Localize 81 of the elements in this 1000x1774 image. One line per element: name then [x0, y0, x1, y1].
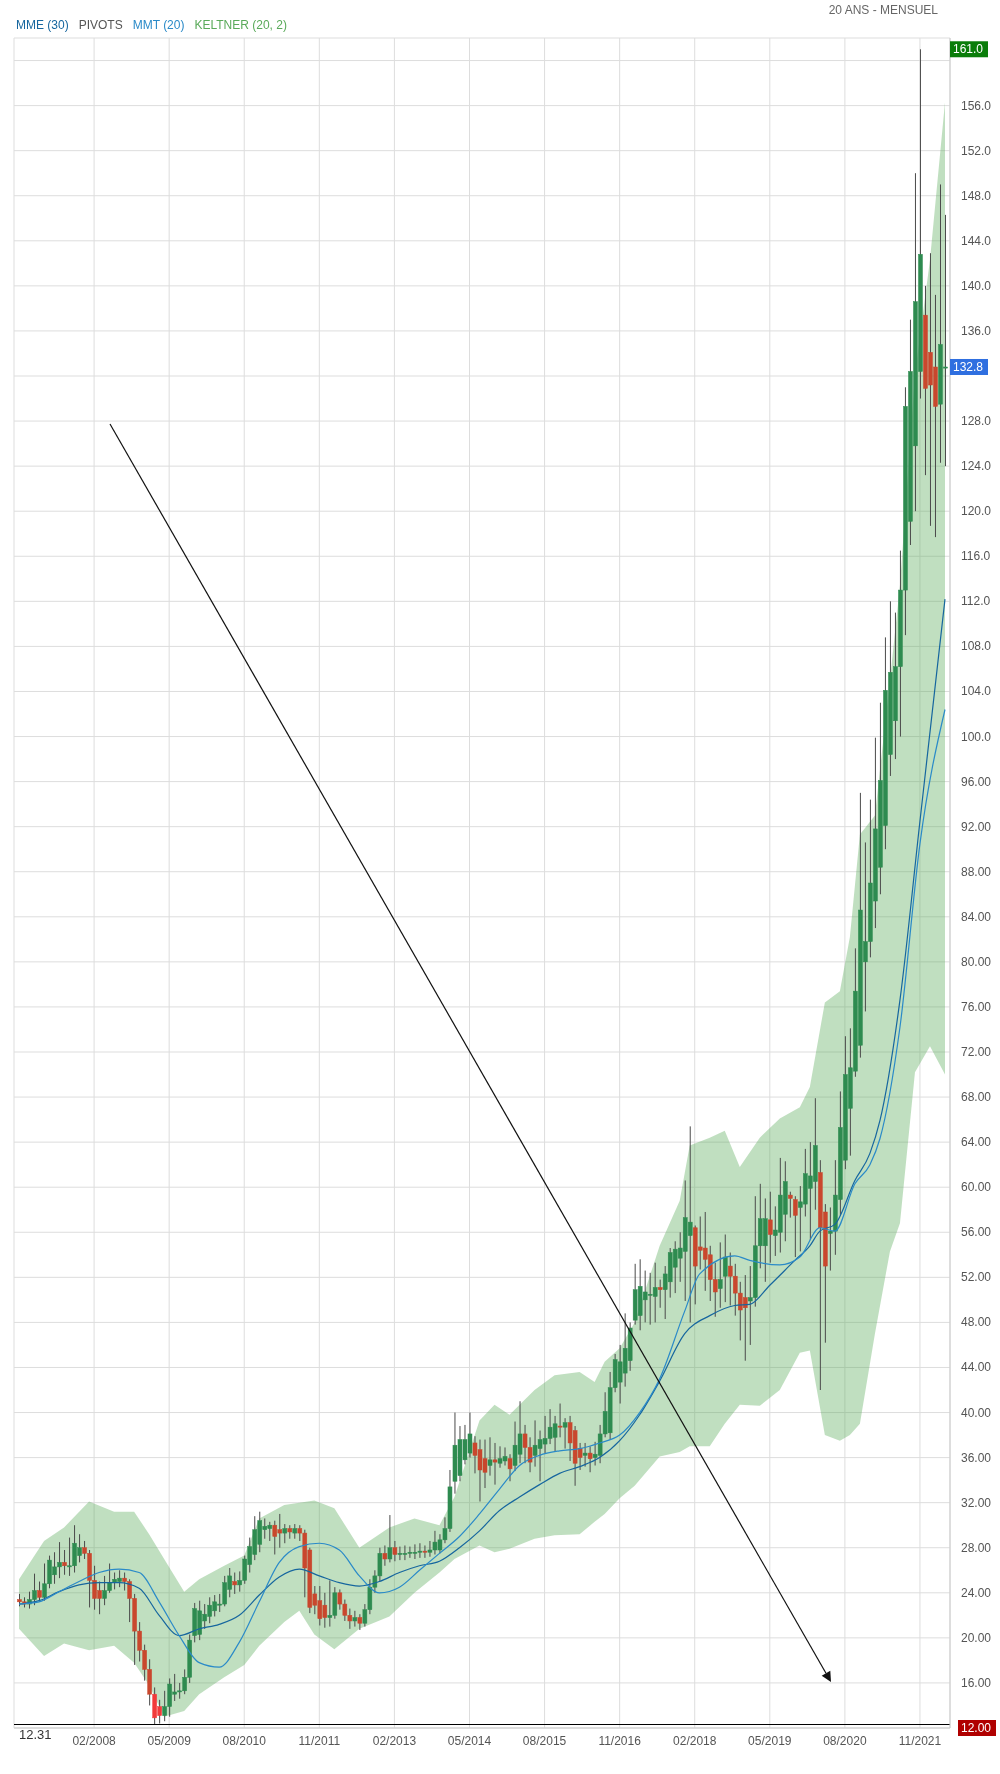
x-tick-label: 11/2016	[598, 1733, 642, 1748]
candlestick	[793, 1195, 798, 1258]
candlestick	[652, 1262, 658, 1323]
x-tick-label: 11/2021	[898, 1733, 942, 1748]
x-tick-label: 11/2011	[298, 1733, 341, 1748]
y-tick-label: 108.0	[961, 639, 992, 654]
y-tick-label: 120.0	[961, 504, 992, 519]
y-tick-label: 100.0	[961, 729, 992, 744]
y-tick-label: 104.0	[961, 684, 992, 699]
chart-subtitle: 20 ANS - MENSUEL	[828, 3, 938, 17]
candlestick	[352, 1610, 358, 1628]
text: MME (30)	[16, 18, 69, 32]
candlestick	[788, 1191, 793, 1219]
y-tick-label: 64.00	[961, 1135, 992, 1150]
y-tick-label: 140.0	[961, 278, 992, 293]
y-tick-label: 116.0	[961, 549, 991, 564]
y-tick-label: 96.00	[961, 774, 992, 789]
candlestick	[687, 1125, 693, 1323]
candlestick	[582, 1442, 588, 1468]
y-tick-label: 124.0	[961, 459, 992, 474]
y-tick-label: 84.00	[961, 909, 992, 924]
legend-label: KELTNER (20, 2)	[194, 18, 287, 32]
y-tick-label: 16.00	[961, 1675, 992, 1690]
y-tick-label: 36.00	[961, 1450, 992, 1465]
candlestick	[387, 1514, 393, 1563]
y-tick-label: 60.00	[961, 1180, 992, 1195]
y-tick-label: 136.0	[961, 323, 992, 338]
legend-label: PIVOTS	[78, 18, 123, 32]
y-tick-label: 32.00	[961, 1495, 992, 1510]
y-tick-label: 72.00	[961, 1045, 992, 1059]
candlestick	[587, 1445, 593, 1473]
candlestick	[422, 1544, 428, 1559]
y-tick-label: 88.00	[961, 864, 992, 879]
annotation: 132.8	[953, 359, 984, 374]
candlestick	[382, 1544, 388, 1567]
x-tick-label: 02/2018	[673, 1733, 717, 1748]
y-tick-label: 52.00	[961, 1270, 992, 1285]
candlestick	[62, 1549, 67, 1576]
y-tick-label: 92.00	[961, 819, 992, 834]
y-tick-label: 68.00	[961, 1090, 992, 1105]
y-tick-label: 48.00	[961, 1315, 992, 1330]
candlestick	[392, 1540, 398, 1562]
y-tick-label: 24.00	[961, 1585, 992, 1600]
x-tick-label: 02/2013	[372, 1733, 417, 1748]
candlestick	[723, 1234, 728, 1303]
text: MMT (20)	[132, 18, 185, 32]
x-tick-label: 08/2015	[522, 1733, 567, 1748]
candlestick	[768, 1191, 773, 1264]
candlestick	[718, 1241, 723, 1309]
x-tick-label: 05/2009	[147, 1733, 192, 1748]
y-tick-label: 44.00	[961, 1360, 992, 1375]
candlestick	[357, 1613, 363, 1631]
y-tick-label: 20.00	[961, 1630, 992, 1645]
y-tick-label: 144.0	[961, 233, 992, 248]
y-tick-label: 12.00	[961, 1721, 992, 1735]
y-tick-label: 80.00	[961, 954, 992, 969]
candlestick	[282, 1523, 288, 1544]
y-tick-label: 40.00	[961, 1405, 992, 1420]
ref-line-label: 12.31	[19, 1726, 52, 1742]
x-tick-label: 02/2008	[72, 1733, 117, 1748]
candlestick	[557, 1403, 563, 1438]
candlestick	[327, 1579, 333, 1628]
y-tick-label: 152.0	[961, 143, 992, 158]
candlestick	[657, 1279, 663, 1309]
y-tick-label: 56.00	[961, 1225, 992, 1240]
x-tick-label: 08/2020	[823, 1733, 867, 1748]
candlestick	[37, 1581, 42, 1603]
x-tick-label: 08/2010	[222, 1733, 267, 1748]
annotation: 161.0	[953, 42, 984, 57]
x-tick-label: 05/2019	[748, 1733, 792, 1748]
y-tick-label: 76.00	[961, 999, 992, 1014]
candlestick	[828, 1206, 833, 1272]
y-tick-label: 128.0	[961, 414, 992, 429]
candlestick	[232, 1572, 237, 1595]
x-tick-label: 05/2014	[447, 1733, 492, 1748]
y-tick-label: 112.0	[961, 594, 991, 609]
y-tick-label: 156.0	[961, 98, 992, 113]
y-tick-label: 148.0	[961, 188, 992, 203]
y-tick-label: 28.00	[961, 1540, 992, 1555]
candlestick	[492, 1442, 498, 1486]
candlestick	[272, 1520, 278, 1555]
